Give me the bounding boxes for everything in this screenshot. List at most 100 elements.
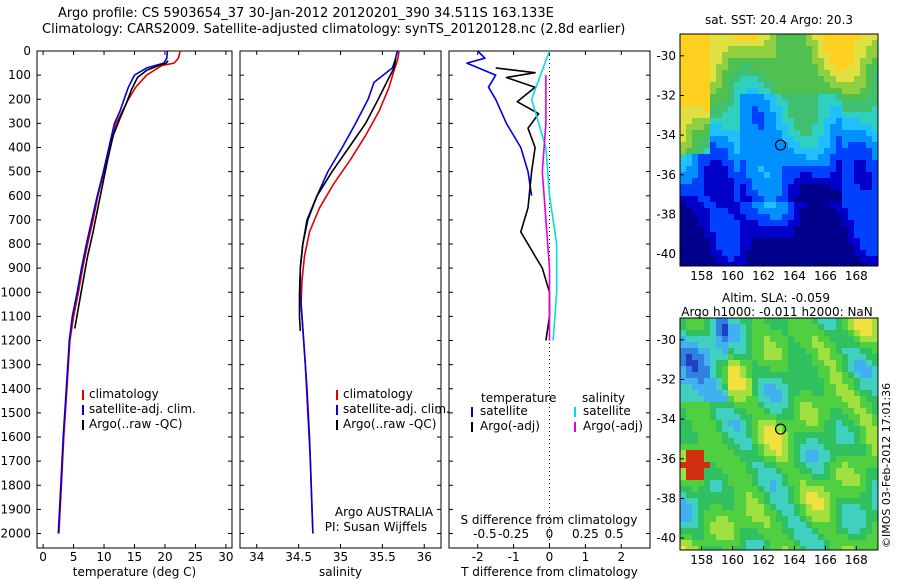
sla-cell — [812, 414, 818, 420]
sla-cell — [758, 450, 764, 456]
sla-cell — [848, 318, 854, 324]
sst-cell — [806, 40, 812, 46]
sla-cell — [794, 528, 800, 534]
sst-cell — [746, 184, 752, 190]
sla-cell — [710, 354, 716, 360]
sst-cell — [854, 184, 860, 190]
sla-cell — [830, 486, 836, 492]
sla-cell — [764, 354, 770, 360]
sst-cell — [686, 136, 692, 142]
sst-cell — [848, 190, 854, 196]
sla-cell — [746, 486, 752, 492]
sst-cell — [800, 214, 806, 220]
sla-cell — [812, 342, 818, 348]
sst-cell — [782, 64, 788, 70]
sla-cell — [860, 438, 866, 444]
sst-cell — [860, 190, 866, 196]
sst-cell — [704, 34, 710, 40]
sst-cell — [836, 70, 842, 76]
sla-cell — [806, 456, 812, 462]
sst-cell — [812, 226, 818, 232]
sst-cell — [854, 70, 860, 76]
sst-cell — [710, 196, 716, 202]
sla-cell — [680, 336, 686, 342]
sst-cell — [782, 166, 788, 172]
sla-cell — [710, 480, 716, 486]
sla-cell — [698, 342, 704, 348]
sst-cell — [860, 220, 866, 226]
sla-cell — [692, 372, 698, 378]
sst-cell — [866, 82, 872, 88]
sla-cell — [806, 468, 812, 474]
sla-cell — [716, 462, 722, 468]
sla-cell — [818, 336, 824, 342]
sla-cell — [692, 384, 698, 390]
sla-cell — [806, 390, 812, 396]
sla-cell — [770, 384, 776, 390]
diff-legend-label: satellite — [480, 404, 528, 418]
sla-cell — [860, 384, 866, 390]
sst-cell — [782, 136, 788, 142]
sst-cell — [848, 100, 854, 106]
sst-cell — [734, 184, 740, 190]
sst-cell — [794, 82, 800, 88]
sst-cell — [722, 244, 728, 250]
sst-cell — [680, 76, 686, 82]
sla-cell — [752, 540, 758, 546]
sla-cell — [734, 492, 740, 498]
sst-cell — [872, 202, 878, 208]
sla-xtick-label: 158 — [690, 553, 713, 567]
sla-cell — [872, 318, 878, 324]
sla-cell — [698, 450, 704, 456]
sst-cell — [692, 94, 698, 100]
sst-cell — [782, 178, 788, 184]
sst-cell — [848, 130, 854, 136]
sst-cell — [782, 82, 788, 88]
sla-cell — [842, 438, 848, 444]
sst-cell — [830, 154, 836, 160]
sla-frame — [679, 317, 879, 551]
sst-cell — [842, 94, 848, 100]
sst-cell — [788, 46, 794, 52]
sla-cell — [872, 354, 878, 360]
sla-cell — [860, 408, 866, 414]
sla-cell — [770, 480, 776, 486]
sla-cell — [692, 420, 698, 426]
sla-cell — [812, 378, 818, 384]
sla-cell — [866, 456, 872, 462]
sst-cell — [734, 154, 740, 160]
sst-cell — [800, 130, 806, 136]
sst-cell — [824, 244, 830, 250]
sst-cell — [758, 118, 764, 124]
sst-cell — [830, 64, 836, 70]
sla-cell — [746, 474, 752, 480]
sla-cell — [806, 426, 812, 432]
sst-cell — [770, 46, 776, 52]
sla-cell — [704, 384, 710, 390]
sst-cell — [860, 160, 866, 166]
sla-cell — [788, 534, 794, 540]
sla-cell — [836, 528, 842, 534]
sst-cell — [752, 94, 758, 100]
sla-cell — [728, 444, 734, 450]
sst-cell — [776, 148, 782, 154]
sst-cell — [680, 58, 686, 64]
sla-cell — [830, 330, 836, 336]
sla-cell — [716, 396, 722, 402]
sla-cell — [782, 396, 788, 402]
sst-cell — [746, 136, 752, 142]
sla-cell — [818, 384, 824, 390]
sst-cell — [830, 262, 836, 266]
sst-cell — [698, 76, 704, 82]
sla-cell — [698, 462, 704, 468]
sst-cell — [728, 184, 734, 190]
sla-cell — [758, 414, 764, 420]
sla-cell — [746, 354, 752, 360]
sla-cell — [728, 516, 734, 522]
sla-cell — [746, 516, 752, 522]
sst-cell — [758, 106, 764, 112]
sla-cell — [698, 474, 704, 480]
sla-cell — [758, 486, 764, 492]
sst-cell — [842, 154, 848, 160]
sst-cell — [770, 238, 776, 244]
